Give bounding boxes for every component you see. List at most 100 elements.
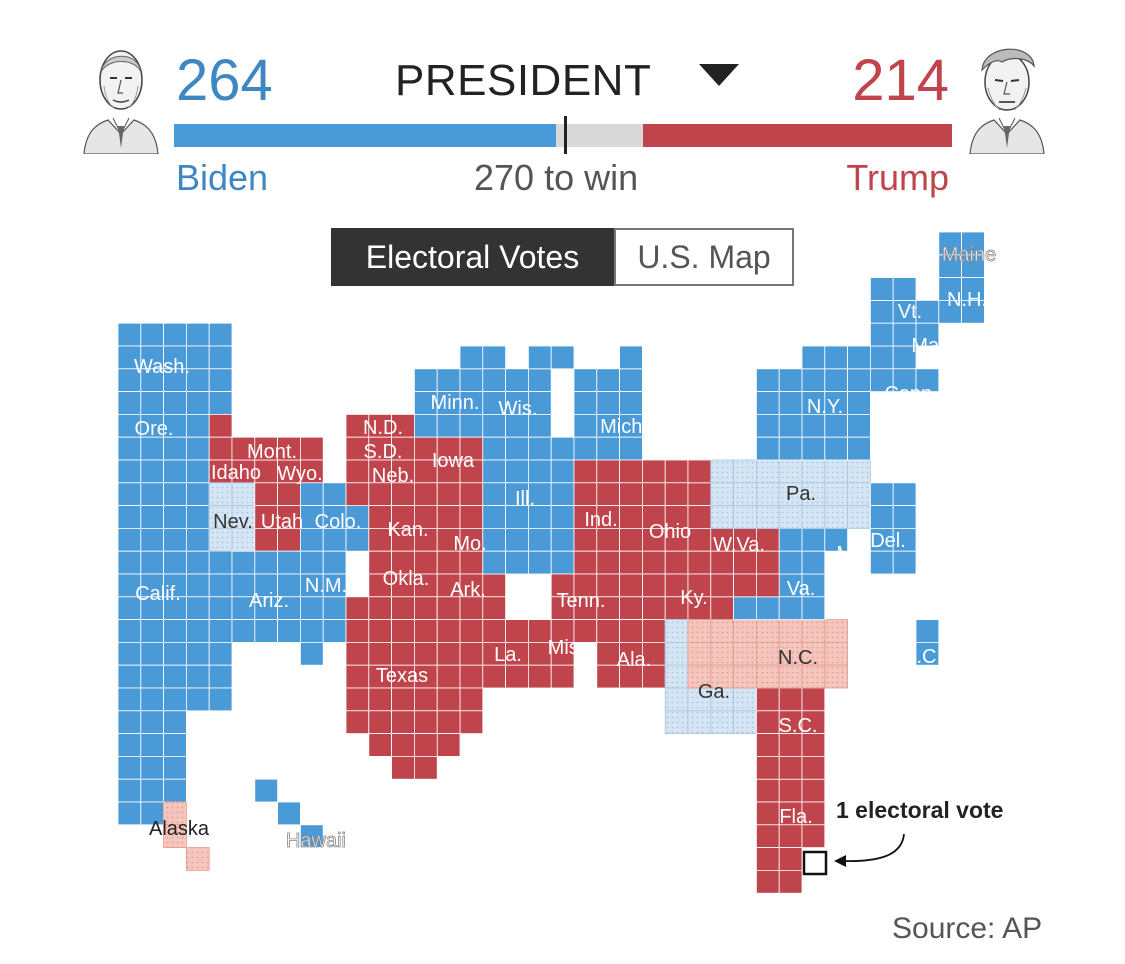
electoral-vote-cell: [550, 528, 575, 552]
electoral-vote-cell: [756, 413, 780, 438]
chevron-down-icon[interactable]: [699, 64, 739, 86]
electoral-vote-cell: [413, 733, 438, 757]
state-cells-ar[interactable]: [436, 573, 506, 620]
electoral-vote-cell: [733, 619, 757, 643]
state-cells-ok[interactable]: [368, 550, 438, 598]
electoral-vote-cell: [322, 619, 347, 643]
state-cells-ma[interactable]: [870, 299, 940, 347]
state-cells-ri[interactable]: [915, 368, 940, 392]
electoral-vote-cell: [756, 847, 780, 871]
state-cells-tn[interactable]: [550, 573, 643, 643]
electoral-vote-cell: [915, 368, 940, 392]
state-cells-or[interactable]: [117, 413, 210, 484]
state-label-nd: N.D.: [363, 417, 403, 439]
electoral-vote-cell: [163, 756, 187, 780]
electoral-vote-cell: [778, 596, 803, 620]
state-cells-me[interactable]: [938, 231, 985, 256]
electoral-vote-cell: [801, 596, 826, 620]
electoral-vote-cell: [505, 436, 529, 461]
electoral-progress-bar: [174, 116, 952, 154]
state-cells-nj[interactable]: [870, 482, 917, 575]
electoral-vote-cell: [756, 756, 780, 780]
electoral-vote-cell: [847, 391, 871, 415]
state-cells-mi[interactable]: [573, 345, 643, 461]
state-cells-ak[interactable]: [163, 801, 210, 871]
state-cells-ct[interactable]: [870, 345, 917, 392]
electoral-vote-cell: [664, 710, 689, 734]
electoral-vote-cell: [756, 436, 780, 461]
electoral-vote-cell: [231, 550, 256, 575]
electoral-vote-cell: [117, 801, 142, 826]
electoral-vote-cell: [778, 528, 803, 552]
state-cells-wv[interactable]: [710, 528, 780, 598]
electoral-vote-cell: [710, 459, 734, 484]
state-cells-az[interactable]: [231, 550, 301, 643]
state-cells-ks[interactable]: [368, 505, 438, 552]
state-cells-ca[interactable]: [117, 482, 233, 826]
state-cells-in[interactable]: [573, 459, 643, 575]
tab-electoral-votes[interactable]: Electoral Votes: [331, 228, 614, 286]
electoral-vote-cell: [687, 482, 712, 506]
electoral-vote-cell: [391, 733, 415, 757]
state-cells-sc[interactable]: [756, 687, 826, 780]
electoral-vote-cell: [505, 619, 529, 643]
state-cells-wi[interactable]: [482, 345, 575, 438]
state-cells-ut[interactable]: [254, 482, 301, 552]
state-cells-mt[interactable]: [231, 436, 324, 461]
electoral-vote-cell: [801, 459, 826, 484]
state-cells-nc[interactable]: [687, 619, 848, 689]
state-cells-ne[interactable]: [345, 459, 415, 506]
electoral-vote-cell: [778, 368, 803, 392]
electoral-vote-cell: [573, 482, 598, 506]
state-cells-nd[interactable]: [345, 413, 415, 438]
electoral-vote-cell: [619, 619, 643, 643]
state-cells-nh[interactable]: [938, 254, 985, 324]
race-title[interactable]: PRESIDENT: [395, 56, 652, 105]
electoral-vote-cell: [847, 482, 871, 506]
electoral-vote-cell: [163, 550, 187, 575]
electoral-vote-cell: [163, 642, 187, 666]
electoral-vote-cell: [550, 345, 575, 370]
state-cells-wa[interactable]: [117, 322, 233, 415]
electoral-vote-cell: [436, 505, 461, 529]
electoral-vote-cell: [824, 505, 848, 529]
electoral-vote-cell: [413, 413, 438, 438]
state-cells-pa[interactable]: [710, 459, 871, 529]
electoral-vote-cell: [528, 664, 552, 689]
electoral-vote-cell: [482, 573, 506, 598]
state-label-tx: Texas: [376, 665, 428, 687]
electoral-vote-cell: [892, 550, 917, 575]
state-cells-vt[interactable]: [870, 277, 917, 301]
electoral-vote-cell: [733, 687, 757, 712]
state-cells-ny[interactable]: [756, 345, 871, 461]
electoral-vote-cell: [550, 505, 575, 529]
state-cells-ms[interactable]: [528, 619, 575, 689]
electoral-vote-cell: [778, 778, 803, 803]
tab-us-map[interactable]: U.S. Map: [614, 228, 794, 286]
electoral-vote-cell: [140, 619, 165, 643]
state-label-id: Idaho: [211, 462, 261, 484]
state-cells-hi[interactable]: [254, 778, 324, 848]
state-cells-nv[interactable]: [208, 482, 256, 552]
electoral-vote-cell: [619, 573, 643, 598]
electoral-vote-cell: [345, 687, 370, 712]
state-cells-ia[interactable]: [413, 436, 484, 506]
electoral-vote-cell: [436, 710, 461, 734]
trump-portrait-icon: [969, 48, 1045, 154]
state-cells-al[interactable]: [596, 619, 666, 689]
electoral-vote-cell: [368, 596, 392, 620]
state-cells-mn[interactable]: [413, 345, 506, 438]
electoral-vote-cell: [277, 619, 301, 643]
state-cells-nm[interactable]: [299, 550, 347, 666]
electoral-vote-cell: [163, 436, 187, 461]
state-cells-dc[interactable]: [915, 619, 940, 666]
state-cells-tx[interactable]: [345, 596, 484, 780]
electoral-vote-cell: [710, 482, 734, 506]
state-cells-il[interactable]: [482, 436, 575, 575]
electoral-vote-cell: [596, 459, 620, 484]
electoral-vote-cell: [664, 550, 689, 575]
state-cells-oh[interactable]: [642, 459, 712, 575]
electoral-vote-cell: [756, 368, 780, 392]
state-cells-la[interactable]: [482, 619, 529, 689]
state-cells-sd[interactable]: [345, 436, 415, 461]
